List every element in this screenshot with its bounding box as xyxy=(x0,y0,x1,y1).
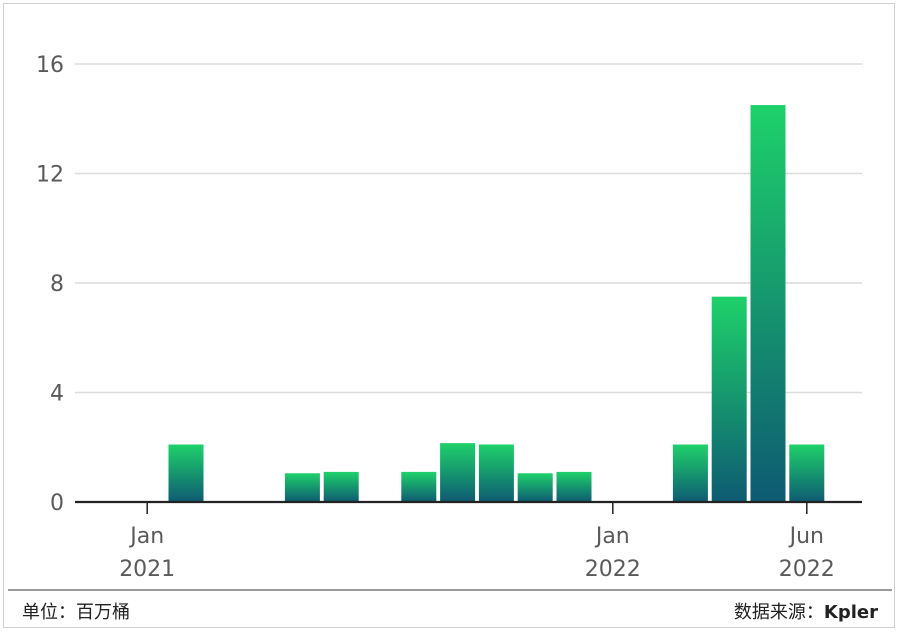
bar-2022-06 xyxy=(789,444,825,502)
y-tick-label: 8 xyxy=(50,272,64,297)
footer-divider xyxy=(8,589,892,591)
y-tick-label: 12 xyxy=(36,163,64,188)
unit-label: 单位：百万桶 xyxy=(22,602,130,623)
bar-2021-08 xyxy=(401,471,437,502)
x-tick-labels: Jan 2021 Jan 2022 Jun 2022 xyxy=(119,524,835,582)
bar-chart: 0 4 8 12 16 Jan 2021 Jan 2022 Jun 2022 xyxy=(36,53,862,582)
x-tick-label-month: Jan xyxy=(594,524,630,549)
x-tick-label-month: Jun xyxy=(788,524,824,549)
x-tick-label-year: 2021 xyxy=(119,557,175,582)
bar-2021-06 xyxy=(323,471,359,502)
source-label: 数据来源：Kpler xyxy=(734,598,878,624)
chart-frame xyxy=(3,3,895,628)
y-tick-labels: 0 4 8 12 16 xyxy=(36,53,64,516)
bar-2021-09 xyxy=(440,443,476,502)
x-tick-label-month: Jan xyxy=(128,524,164,549)
bar-2021-11 xyxy=(517,473,553,502)
y-tick-label: 16 xyxy=(36,53,64,78)
bar-2022-03 xyxy=(672,444,708,502)
y-tick-label: 0 xyxy=(50,491,64,516)
bar-2022-05 xyxy=(750,105,786,502)
y-tick-label: 4 xyxy=(50,382,64,407)
bar-2021-02 xyxy=(168,444,204,502)
bar-2022-04 xyxy=(711,296,747,502)
x-tick-label-year: 2022 xyxy=(779,557,835,582)
source-prefix: 数据来源： xyxy=(733,602,824,623)
x-tick-label-year: 2022 xyxy=(585,557,641,582)
source-name: Kpler xyxy=(823,602,878,623)
x-axis xyxy=(75,500,862,514)
bar-2021-10 xyxy=(478,444,514,502)
bar-2021-12 xyxy=(556,471,592,502)
bar-2021-05 xyxy=(284,473,320,502)
bars xyxy=(168,105,825,502)
